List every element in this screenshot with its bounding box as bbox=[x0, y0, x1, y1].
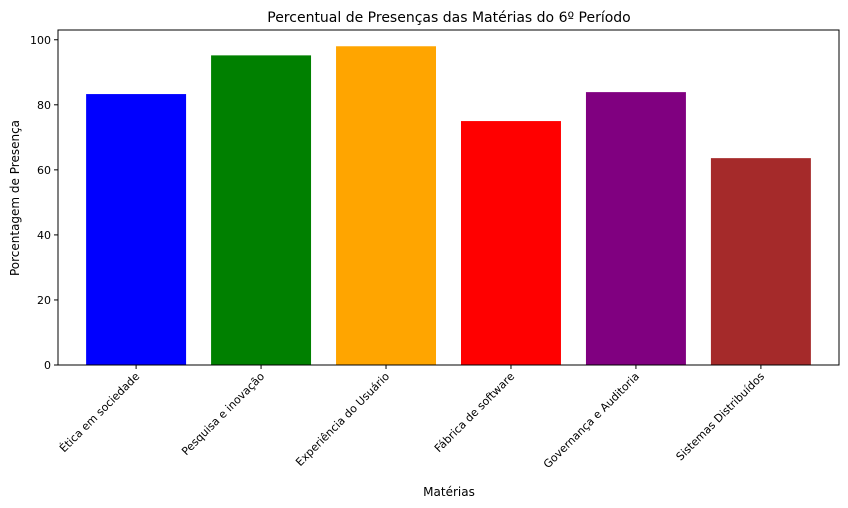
x-tick-label-2: Experiência do Usuário bbox=[293, 370, 392, 469]
x-tick-label-4: Governança e Auditoria bbox=[541, 370, 642, 471]
bar-5 bbox=[710, 158, 811, 365]
plot-frame bbox=[57, 29, 840, 366]
x-axis-label: Matérias bbox=[423, 485, 475, 499]
x-tick-label-1: Pesquisa e inovação bbox=[179, 370, 267, 458]
y-tick-label-0: 0 bbox=[44, 359, 51, 372]
bar-3 bbox=[460, 121, 561, 365]
y-tick-label-1: 20 bbox=[37, 294, 51, 307]
y-axis-label: Porcentagem de Presença bbox=[8, 120, 22, 276]
bar-1 bbox=[211, 55, 312, 366]
bars-group bbox=[86, 46, 811, 366]
x-axis: Ética em sociedade Pesquisa e inovação Exp… bbox=[57, 365, 767, 471]
y-tick-label-2: 40 bbox=[37, 229, 51, 242]
bar-0 bbox=[86, 94, 187, 365]
y-tick-label-4: 80 bbox=[37, 99, 51, 112]
y-tick-label-5: 100 bbox=[30, 34, 51, 47]
y-tick-label-3: 60 bbox=[37, 164, 51, 177]
x-tick-label-5: Sistemas Distribuídos bbox=[674, 370, 768, 464]
y-axis: 0 20 40 60 80 100 bbox=[30, 34, 58, 372]
x-tick-label-0: Ética em sociedade bbox=[57, 370, 142, 455]
bar-2 bbox=[336, 46, 437, 365]
bar-4 bbox=[585, 92, 686, 365]
chart-title: Percentual de Presenças das Matérias do … bbox=[267, 10, 631, 26]
x-tick-label-3: Fábrica de software bbox=[432, 370, 517, 455]
